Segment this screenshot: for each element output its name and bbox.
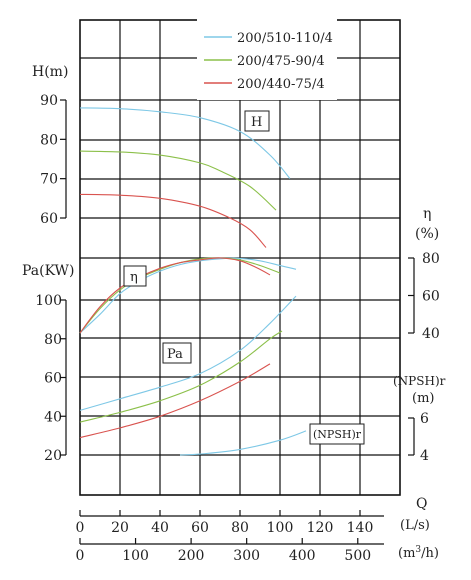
h-axis: H(m) xyxy=(32,64,68,218)
pa-curve-3 xyxy=(79,363,271,439)
npsh-tick-label: 6 xyxy=(420,411,429,427)
legend-entry-2: 200/475-90/4 xyxy=(237,54,325,69)
legend: 200/510-110/4 200/475-90/4 200/440-75/4 xyxy=(197,18,337,100)
m3h-tick-label: 200 xyxy=(178,548,205,564)
legend-entry-1: 200/510-110/4 xyxy=(237,31,333,46)
ls-tick-label: 100 xyxy=(267,520,294,536)
legend-entry-3: 200/440-75/4 xyxy=(237,77,325,92)
pa-tick-label: 80 xyxy=(44,332,62,348)
h-tick-label: 90 xyxy=(40,93,58,109)
curve-label-h-text: H xyxy=(251,115,262,130)
h-curve-3 xyxy=(79,193,267,248)
eta-tick-label: 60 xyxy=(422,289,440,305)
pa-curve-1 xyxy=(79,295,297,411)
npsh-curve xyxy=(179,430,307,456)
pa-curve-2 xyxy=(79,330,283,423)
pa-axis: Pa(KW) xyxy=(22,263,74,455)
eta-tick-label: 40 xyxy=(422,326,440,342)
h-tick-label: 80 xyxy=(40,132,58,148)
pa-tick-label: 40 xyxy=(44,409,62,425)
curve-label-pa-text: Pa xyxy=(167,347,183,362)
npsh-axis: (NPSH)r (m) xyxy=(393,374,446,455)
x-axis-unit-m3h: (m3/h) xyxy=(398,545,439,561)
curve-label-pa: Pa xyxy=(162,342,192,364)
m3h-tick-label: 300 xyxy=(233,548,260,564)
pa-axis-label: Pa(KW) xyxy=(22,263,74,279)
h-tick-label: 70 xyxy=(40,172,58,188)
curve-label-npsh-text: (NPSH)r xyxy=(313,428,362,441)
pa-tick-label: 60 xyxy=(44,371,62,387)
m3h-tick-label: 0 xyxy=(76,548,85,564)
ls-tick-label: 60 xyxy=(191,520,209,536)
x-axes: Q (L/s) (m3/h) xyxy=(80,496,439,561)
npsh-axis-label: (NPSH)r xyxy=(393,374,446,388)
eta-axis-label: η xyxy=(423,206,431,222)
eta-axis: η (%) xyxy=(413,206,439,333)
ls-tick-label: 40 xyxy=(151,520,169,536)
ls-tick-label: 120 xyxy=(307,520,334,536)
curve-label-eta-text: η xyxy=(130,270,138,285)
curves xyxy=(79,107,307,456)
h-curve-2 xyxy=(79,150,277,211)
ls-tick-label: 20 xyxy=(111,520,129,536)
npsh-axis-unit: (m) xyxy=(412,391,434,406)
npsh-tick-label: 4 xyxy=(420,448,429,464)
h-tick-label: 60 xyxy=(40,211,58,227)
eta-tick-label: 80 xyxy=(422,251,440,267)
eta-curve-3 xyxy=(79,257,271,334)
x-axis-unit-ls: (L/s) xyxy=(400,518,430,533)
curve-label-eta: η xyxy=(123,265,147,287)
h-curve-1 xyxy=(79,107,291,180)
eta-curve-1 xyxy=(79,257,297,334)
ls-tick-label: 80 xyxy=(231,520,249,536)
ls-tick-label: 140 xyxy=(347,520,374,536)
h-axis-label: H(m) xyxy=(32,64,68,80)
x-axis-label: Q xyxy=(416,496,427,512)
pa-tick-label: 20 xyxy=(44,448,62,464)
pa-tick-label: 100 xyxy=(35,293,62,309)
m3h-tick-label: 500 xyxy=(344,548,371,564)
m3h-tick-label: 400 xyxy=(289,548,316,564)
x-axis-unit-superscript: 3 xyxy=(415,545,421,555)
x-axis-unit-tail: /h) xyxy=(421,546,439,561)
ls-tick-label: 0 xyxy=(76,520,85,536)
eta-axis-unit: (%) xyxy=(415,226,439,242)
eta-curve-2 xyxy=(79,257,281,334)
m3h-tick-label: 100 xyxy=(122,548,149,564)
curve-label-h: H xyxy=(244,110,270,132)
curve-label-npsh: (NPSH)r xyxy=(309,423,365,445)
